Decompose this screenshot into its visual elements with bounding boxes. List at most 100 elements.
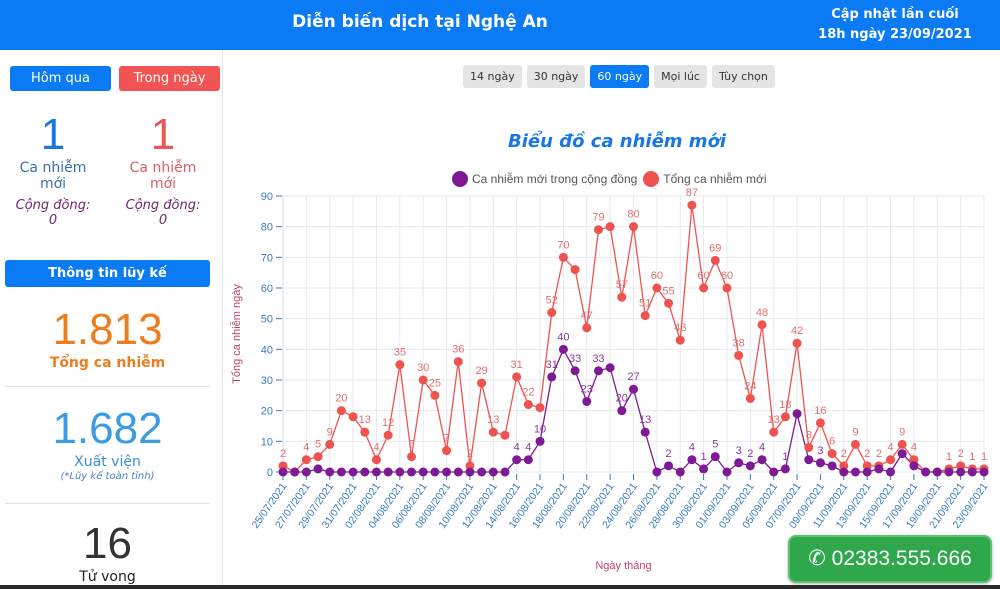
total-data-label: 57 [616, 279, 628, 291]
total-point [488, 427, 498, 437]
range-custom[interactable]: Tùy chọn [711, 65, 775, 88]
community-point [921, 467, 931, 477]
total-data-label: 4 [303, 442, 309, 454]
community-point [722, 467, 732, 477]
last-updated: Cập nhật lần cuối 18h ngày 23/09/2021 [810, 5, 980, 45]
phone-icon: ✆ [808, 547, 826, 570]
total-data-label: 1 [981, 451, 987, 463]
total-cases-value: 1.813 [52, 305, 163, 354]
community-point [558, 344, 568, 354]
community-data-label: 13 [639, 414, 651, 426]
community-point [371, 467, 381, 477]
total-point [710, 255, 720, 265]
community-data-label: 3 [817, 445, 823, 457]
total-data-label: 9 [327, 426, 333, 438]
deaths-stat: 16 Tử vong [5, 520, 210, 586]
y-tick-label: 80 [261, 222, 273, 234]
y-tick-label: 50 [261, 314, 273, 326]
total-point [699, 283, 709, 293]
total-point [313, 452, 323, 462]
hotline-number: 02383.555.666 [831, 547, 972, 570]
community-point [652, 467, 662, 477]
range-all-time[interactable]: Mọi lúc [654, 65, 707, 88]
y-tick-label: 0 [267, 467, 273, 479]
total-data-label: 2 [467, 448, 473, 460]
community-data-label: 20 [616, 393, 628, 405]
today-stats: 1 Ca nhiễm mới Cộng đồng: 0 [113, 110, 213, 228]
total-point [371, 455, 381, 465]
total-point [792, 338, 802, 348]
community-point [442, 467, 452, 477]
recovered-note: (*Lũy kế toàn tỉnh) [60, 471, 155, 482]
community-data-label: 4 [689, 442, 695, 454]
total-data-label: 79 [592, 212, 604, 224]
tab-yesterday[interactable]: Hôm qua [10, 66, 111, 91]
header-bar: Diễn biến dịch tại Nghệ An Cập nhật lần … [0, 0, 1000, 50]
total-data-label: 48 [756, 307, 768, 319]
today-new-cases-label: Ca nhiễm mới [129, 160, 197, 192]
community-point [710, 452, 720, 462]
community-point [979, 467, 989, 477]
total-data-label: 51 [639, 298, 651, 310]
total-point [675, 335, 685, 345]
y-tick-label: 20 [261, 406, 273, 418]
hotline-button[interactable]: ✆ 02383.555.666 [788, 535, 992, 583]
divider [5, 503, 210, 504]
total-point [617, 292, 627, 302]
range-30-days[interactable]: 30 ngày [526, 65, 586, 88]
legend-dot-total-icon [643, 171, 660, 187]
community-data-label: 27 [627, 371, 639, 383]
legend-item-total[interactable]: Tổng ca nhiễm mới [643, 171, 767, 187]
total-cases-stat: 1.813 Tổng ca nhiễm [5, 306, 210, 372]
total-point [325, 439, 335, 449]
today-community-value: 0 [158, 213, 168, 228]
total-point [453, 357, 463, 367]
total-point [395, 360, 405, 370]
total-point [582, 323, 592, 333]
community-data-label: 1 [782, 451, 788, 463]
sidebar: Hôm qua Trong ngày 1 Ca nhiễm mới Cộng đ… [0, 50, 223, 589]
total-data-label: 16 [814, 405, 826, 417]
community-point [477, 467, 487, 477]
total-data-label: 38 [733, 337, 745, 349]
community-data-label: 31 [546, 359, 558, 371]
chart-legend: Ca nhiễm mới trong cộng đồng Tổng ca nhi… [452, 171, 773, 187]
last-updated-label: Cập nhật lần cuối [831, 7, 959, 22]
total-data-label: 2 [876, 448, 882, 460]
total-point [664, 298, 674, 308]
total-point [722, 283, 732, 293]
community-point [336, 467, 346, 477]
community-point [570, 366, 580, 376]
community-point [593, 366, 603, 376]
total-point [500, 430, 510, 440]
tab-today[interactable]: Trong ngày [119, 66, 220, 91]
total-point [804, 442, 814, 452]
community-data-label: 4 [525, 442, 531, 454]
total-data-label: 35 [394, 347, 406, 359]
line-chart: 010203040506070809025/07/202127/07/20212… [230, 187, 991, 572]
total-data-label: 52 [546, 295, 558, 307]
total-point [745, 393, 755, 403]
total-data-label: 18 [779, 399, 791, 411]
total-cases-label: Tổng ca nhiễm [49, 355, 166, 371]
community-point [629, 384, 638, 394]
community-data-label: 5 [712, 439, 718, 451]
community-point [290, 467, 300, 477]
total-data-label: 13 [768, 414, 780, 426]
total-data-label: 80 [627, 209, 639, 221]
recovered-value: 1.682 [52, 404, 163, 453]
recovered-stat: 1.682 Xuất viện (*Lũy kế toàn tỉnh) [5, 404, 210, 483]
community-point [874, 464, 884, 474]
chart-title: Biểu đồ ca nhiễm mới [508, 131, 727, 152]
legend-label-total: Tổng ca nhiễm mới [663, 172, 767, 186]
total-point [640, 311, 650, 321]
community-data-label: 33 [569, 353, 581, 365]
total-data-label: 1 [946, 451, 952, 463]
range-60-days[interactable]: 60 ngày [590, 65, 650, 88]
y-tick-label: 70 [261, 252, 273, 264]
total-data-label: 5 [315, 439, 321, 451]
range-14-days[interactable]: 14 ngày [463, 65, 522, 88]
legend-item-community[interactable]: Ca nhiễm mới trong cộng đồng [452, 171, 637, 187]
total-data-label: 2 [280, 448, 286, 460]
total-point [757, 320, 767, 330]
